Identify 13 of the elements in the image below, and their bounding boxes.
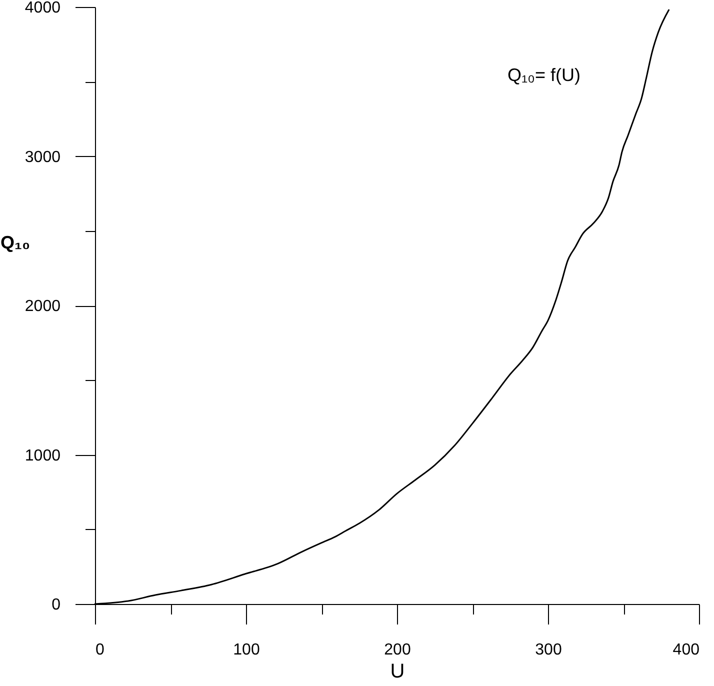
x-tick-label: 0: [96, 642, 104, 658]
x-tick-label: 200: [384, 642, 411, 658]
x-tick-label: 100: [233, 642, 260, 658]
y-tick-label: 3000: [24, 148, 61, 166]
x-tick-label: 300: [535, 642, 562, 658]
x-axis-title: U: [390, 660, 405, 682]
y-tick-label: 2000: [24, 298, 61, 315]
y-tick-label: 4000: [24, 0, 61, 16]
annotation: Q₁₀= f(U): [507, 65, 581, 85]
y-tick-label: 1000: [24, 447, 61, 464]
y-tick-label: 0: [52, 596, 61, 614]
y-axis-title: Q₁₀: [0, 232, 30, 252]
x-tick-label: 400: [672, 642, 700, 658]
